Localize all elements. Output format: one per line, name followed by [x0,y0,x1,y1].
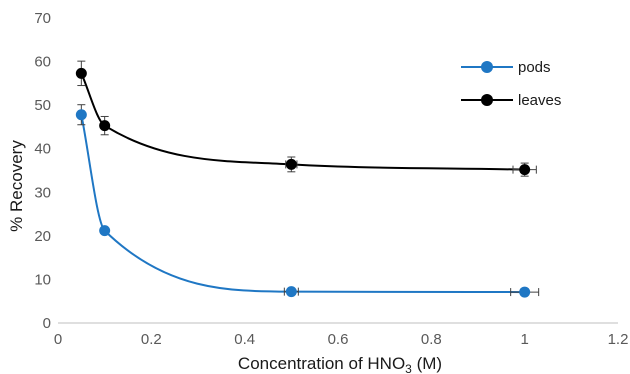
y-tick-label: 30 [34,184,51,201]
y-tick-label: 40 [34,141,51,158]
y-tick-label: 10 [34,271,51,288]
x-tick-label: 0.4 [234,331,255,348]
y-tick-labels: 0 10 20 30 40 50 60 70 [34,10,51,332]
series-line-pods [80,114,525,294]
data-point-leaves [99,120,111,132]
x-tick-label: 0.8 [421,331,442,348]
legend-item-pods: pods [461,59,551,76]
x-tick-label: 0.6 [328,331,349,348]
series-line-leaves [80,72,525,171]
y-tick-label: 60 [34,54,51,71]
x-axis-title-subscript: 3 [405,362,412,374]
series-leaves [75,60,537,177]
x-axis-title-unit: (M) [412,354,442,373]
y-tick-label: 20 [34,228,51,245]
x-tick-label: 0.2 [141,331,162,348]
legend-pods-marker [481,61,493,73]
legend-item-leaves: leaves [461,92,561,109]
legend-pods-label: pods [518,59,551,76]
y-tick-label: 70 [34,10,51,27]
y-tick-label: 0 [43,315,51,332]
legend-leaves-marker [481,94,493,106]
data-point-leaves [285,158,297,170]
data-point-pods [519,286,531,298]
x-tick-label: 0 [54,331,62,348]
data-point-leaves [75,67,87,79]
data-point-pods [99,225,111,237]
x-axis-title: Concentration of HNO3 (M) [238,354,442,374]
x-axis-title-main: Concentration of HNO [238,354,405,373]
series-pods [75,104,540,298]
y-tick-label: 50 [34,97,51,114]
series-layer [75,60,540,298]
y-axis-title: % Recovery [7,140,26,232]
legend: pods leaves [461,59,561,109]
x-tick-label: 1 [520,331,528,348]
legend-leaves-label: leaves [518,92,561,109]
data-point-pods [285,286,297,298]
data-point-leaves [519,164,531,176]
x-tick-labels: 0 0.2 0.4 0.6 0.8 1 1.2 [54,331,629,348]
x-tick-label: 1.2 [608,331,629,348]
data-point-pods [75,109,87,121]
